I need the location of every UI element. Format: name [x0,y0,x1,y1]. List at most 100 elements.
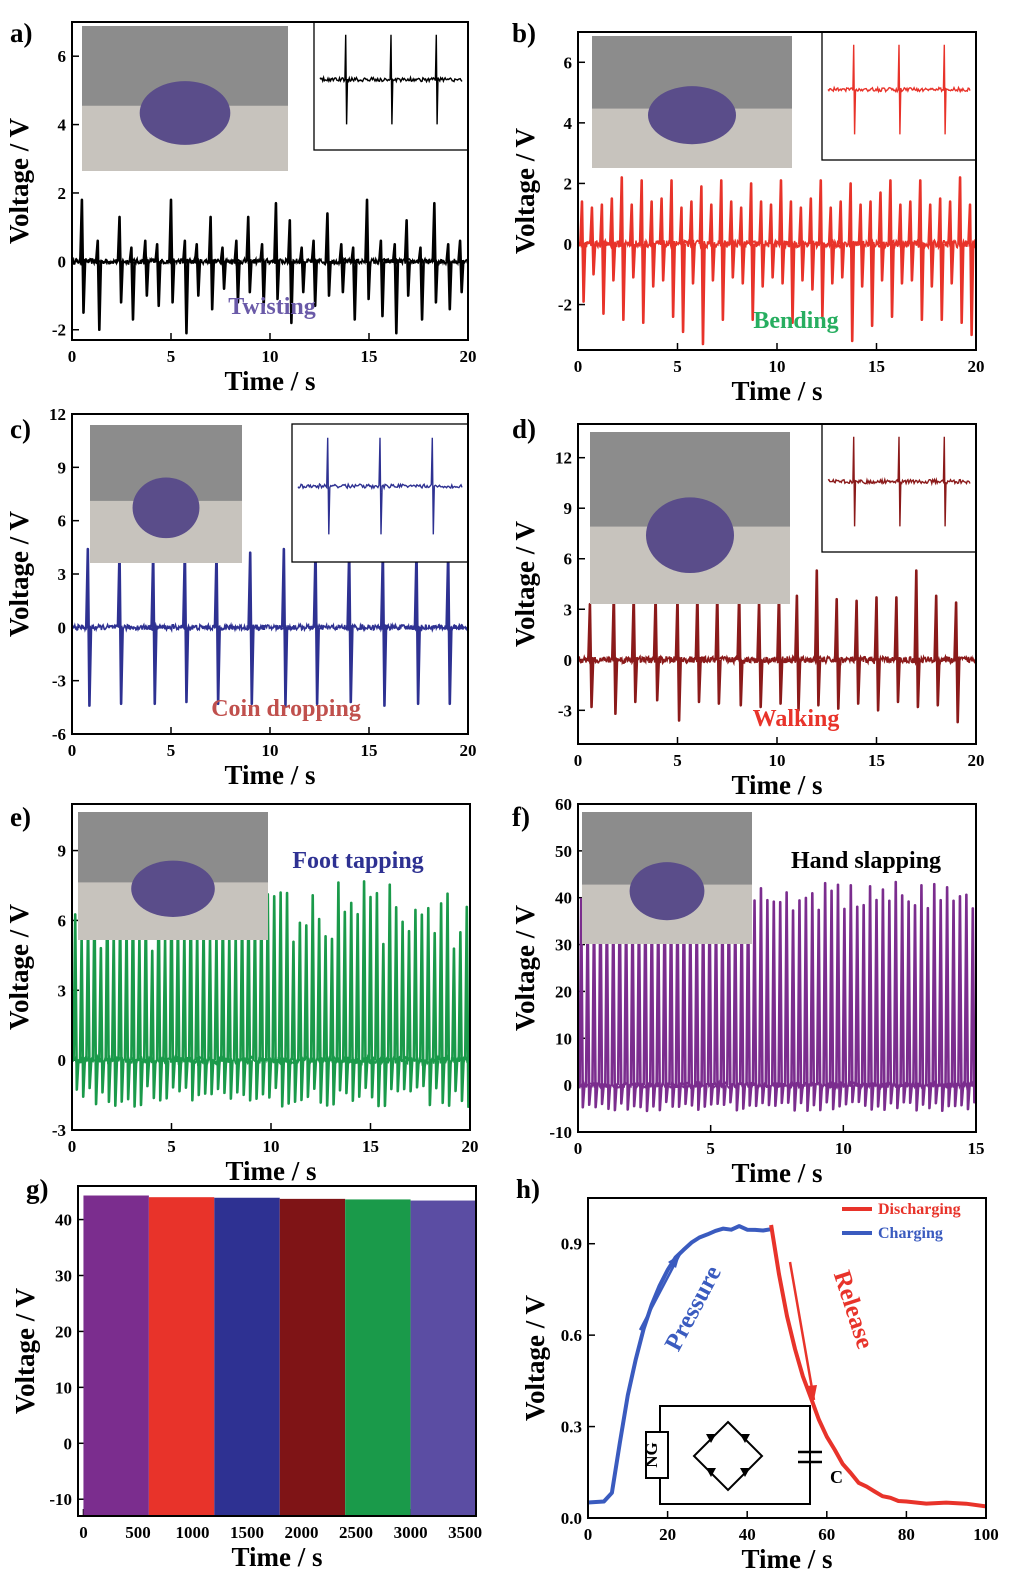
y-tick-label: 30 [555,936,572,955]
y-tick-label: 3 [58,981,67,1000]
voltage-spike [309,894,318,1091]
voltage-spike [258,894,266,1096]
panel-label: a) [10,18,33,48]
voltage-spike [947,200,955,285]
panel-3: 0 5 10 15 20 -3 0 3 6 9 12 Time / s Voltage / V d) Wal… [510,414,985,800]
pressure-arrow [638,1253,682,1331]
voltage-spike [768,203,776,279]
voltage-spike [273,201,281,301]
y-tick-label: 12 [49,405,66,424]
voltage-spike [913,569,921,709]
voltage-spike [284,891,292,1105]
voltage-spike [748,182,756,322]
voltage-spike [110,931,119,1107]
voltage-spike [259,242,267,308]
voltage-spike [668,892,676,1108]
voltage-spike [142,239,150,297]
activity-label: Twisting [228,294,316,320]
voltage-spike [207,215,216,311]
voltage-spike [444,892,453,1107]
diode-symbol [706,1468,716,1477]
voltage-spike [162,938,170,1100]
voltage-spike [847,884,856,1104]
x-tick-label: 80 [898,1525,915,1544]
inset-trace [319,34,463,125]
x-tick-label: 0 [68,347,77,366]
voltage-spike [623,904,631,1111]
voltage-spike [438,902,446,1105]
plot-frame [71,21,469,341]
y-axis-title: Voltage / V [4,117,34,244]
voltage-spike [136,935,144,1107]
voltage-spike [155,884,164,1102]
rectifier-circuit: NG C [642,1405,843,1505]
inset-trace [827,436,971,527]
y-tick-label: 6 [58,47,67,66]
voltage-spike [290,940,298,1104]
voltage-spike [933,594,941,707]
x-axis-title: Time / s [231,1542,322,1572]
panel-6: 0 500 1000 1500 2000 2500 3000 3500 -10 0 10 20 30 40… [10,1174,482,1572]
pressure-arrowhead [668,1254,680,1268]
voltage-spike [72,913,80,1091]
voltage-spike [674,890,682,1108]
x-tick-label: 40 [739,1525,756,1544]
panel-label: d) [512,414,536,444]
voltage-spike [937,898,946,1113]
voltage-spike [445,242,453,311]
y-tick-label: 4 [564,114,573,133]
y-tick-label: -3 [52,672,66,691]
panel-label: f) [512,802,530,832]
plot-frame [71,413,469,735]
panel-label: h) [516,1174,540,1204]
voltage-spike [778,179,786,285]
y-axis-title: Voltage / V [10,1287,40,1414]
voltage-spike [725,886,734,1104]
voltage-spike [168,886,176,1089]
y-tick-label: 40 [55,1211,72,1230]
capacitor-label: C [830,1467,843,1487]
voltage-spike [233,239,241,304]
y-tick-label: 50 [555,842,572,861]
voltage-spike [286,219,295,325]
voltage-band-0 [83,1195,149,1516]
y-tick-label: -2 [558,296,572,315]
x-axis-title: Time / s [731,770,822,800]
voltage-spike [245,215,253,294]
voltage-spike [950,899,959,1108]
voltage-spike [817,179,826,318]
voltage-spike [312,547,321,706]
x-axis-title: Time / s [731,376,822,406]
ng-box [645,1431,669,1479]
inset-photo-subject [629,862,705,921]
x-tick-label: 15 [362,1137,379,1156]
baseline-trace [72,255,468,267]
x-axis-title: Time / s [731,1158,822,1188]
y-tick-label: 0 [564,651,573,670]
y-tick-label: 10 [555,1029,572,1048]
inset-photo-subject [139,81,231,145]
y-tick-label: 6 [564,53,573,72]
y-tick-label: -3 [558,701,572,720]
y-tick-label: 9 [58,458,67,477]
y-tick-label: 0 [58,252,67,271]
voltage-spike [181,930,189,1089]
panel-label: e) [10,802,31,832]
y-tick-label: 0 [564,1076,573,1095]
diode-symbol [740,1434,750,1443]
x-tick-label: 1500 [230,1523,264,1542]
y-tick-label: 0.0 [561,1509,582,1528]
voltage-spike [587,602,595,709]
voltage-spike [213,929,221,1091]
voltage-spike [738,904,747,1110]
voltage-spike [589,206,597,276]
voltage-spike [732,902,740,1112]
plot-area [588,1224,986,1509]
voltage-spike [822,881,830,1104]
voltage-spike [193,242,202,297]
voltage-band-3 [279,1198,346,1516]
inset-photo-subject [648,86,736,145]
voltage-spike [693,903,702,1112]
y-tick-label: 6 [58,512,67,531]
